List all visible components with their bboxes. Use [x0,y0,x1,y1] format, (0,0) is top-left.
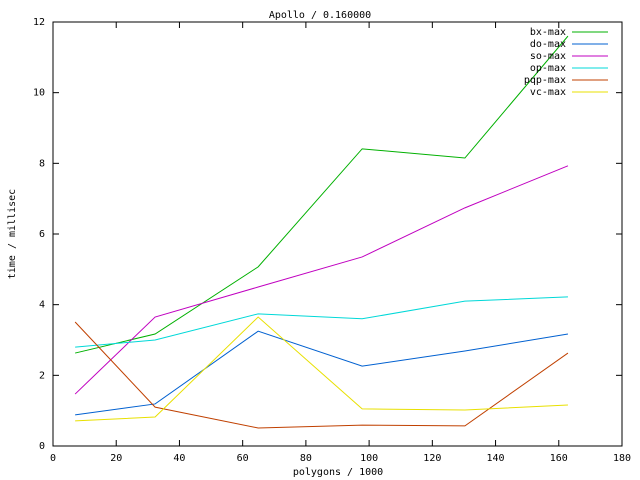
x-tick-label: 100 [360,453,378,464]
y-tick-label: 0 [39,441,45,452]
x-axis-label: polygons / 1000 [293,467,383,478]
x-tick-label: 80 [300,453,312,464]
x-tick-label: 20 [110,453,122,464]
legend-label: bx-max [530,27,566,38]
legend-label: so-max [530,51,566,62]
legend-label: pqp-max [524,75,566,86]
series-line [74,165,569,395]
y-axis-label: time / millisec [7,189,18,279]
series-line [75,296,568,348]
y-tick-label: 8 [39,158,45,169]
series-line [74,321,569,429]
series-line [75,330,569,416]
legend-label: do-max [530,39,566,50]
y-tick-label: 6 [39,229,45,240]
x-tick-label: 180 [613,453,631,464]
x-tick-label: 160 [550,453,568,464]
chart-title: Apollo / 0.160000 [269,10,371,21]
series-line [75,316,568,422]
y-tick-label: 12 [33,17,45,28]
x-tick-label: 0 [50,453,56,464]
y-tick-label: 4 [39,300,45,311]
x-tick-label: 120 [423,453,441,464]
x-tick-label: 140 [487,453,505,464]
y-tick-label: 10 [33,88,45,99]
legend-label: vc-max [530,87,566,98]
y-tick-label: 2 [39,370,45,381]
series-line [75,35,569,354]
legend-label: op-max [530,63,566,74]
x-tick-label: 60 [237,453,249,464]
x-tick-label: 40 [173,453,185,464]
